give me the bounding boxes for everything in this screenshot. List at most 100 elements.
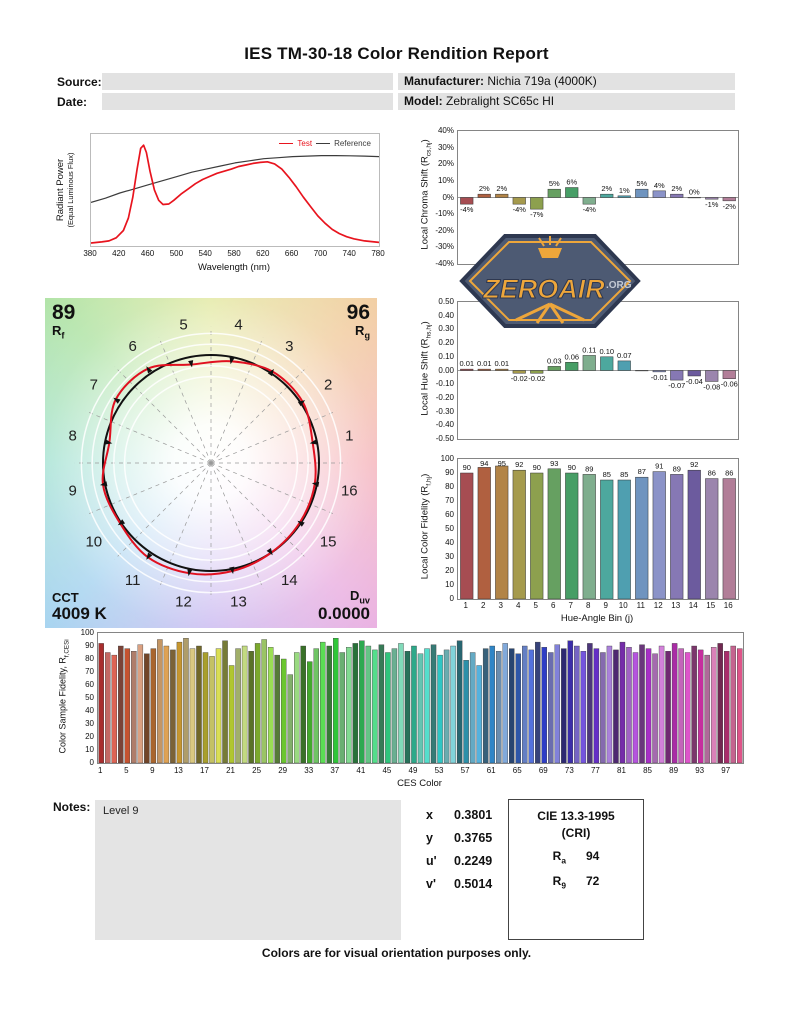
bar-value-label: 0.10 xyxy=(599,347,614,356)
bar-59 xyxy=(476,665,482,763)
bar-value-label: 0% xyxy=(689,188,700,197)
v-prime-value: 0.5014 xyxy=(454,877,493,891)
notes-label: Notes: xyxy=(53,800,91,814)
bar-13 xyxy=(670,193,684,198)
legend-reference-line xyxy=(316,143,331,144)
bar-15 xyxy=(705,478,719,599)
bar-83 xyxy=(632,652,639,763)
spd-ylabel-line2: (Equal Luminous Flux) xyxy=(66,152,75,228)
u-prime-value: 0.2249 xyxy=(454,854,493,868)
bar-14 xyxy=(687,370,701,377)
bar-43 xyxy=(372,649,378,763)
bar-value-label: 91 xyxy=(655,462,663,471)
bar-value-label: 90 xyxy=(533,463,541,472)
y-tick-label: 60 xyxy=(445,510,454,519)
bar-value-label: 5% xyxy=(636,179,647,188)
notes-field[interactable]: Level 9 xyxy=(95,800,401,940)
fidelity-x-axis-label: Hue-Angle Bin (j) xyxy=(560,613,634,624)
zeroair-wordmark: ZEROAIR xyxy=(482,274,605,304)
bar-26 xyxy=(261,639,267,763)
ces-x-tick: 33 xyxy=(304,766,314,775)
bar-96 xyxy=(717,643,723,763)
cvg-bin-number: 3 xyxy=(285,338,293,355)
y-tick-label: 70 xyxy=(445,496,454,505)
cri-row-r9: R9 72 xyxy=(509,874,643,890)
x-label: x xyxy=(426,808,433,822)
manufacturer-field[interactable]: Manufacturer: Nichia 719a (4000K) xyxy=(398,73,735,90)
bar-51 xyxy=(424,648,430,763)
ces-x-axis-label: CES Color xyxy=(397,778,442,789)
source-label: Source: xyxy=(57,75,102,89)
bar-30 xyxy=(287,674,293,763)
bar-6 xyxy=(547,188,561,198)
y-tick-label: 10 xyxy=(85,745,94,754)
cvg-bin-number: 12 xyxy=(175,593,192,610)
cvg-bin-number: 2 xyxy=(324,377,332,394)
bar-value-label: 2% xyxy=(479,184,490,193)
cri-subtitle: (CRI) xyxy=(561,826,591,840)
y-value: 0.3765 xyxy=(454,831,493,845)
rf-label-sub: f xyxy=(61,330,65,341)
bar-value-label: 86 xyxy=(708,469,716,478)
bin-x-tick: 7 xyxy=(568,601,573,610)
bar-72 xyxy=(561,648,567,763)
bar-11 xyxy=(635,188,649,198)
bar-9 xyxy=(600,356,614,371)
bar-39 xyxy=(346,647,352,763)
ces-x-tick: 89 xyxy=(669,766,679,775)
bar-20 xyxy=(222,640,228,763)
bar-1 xyxy=(460,472,474,599)
source-field[interactable] xyxy=(102,73,393,90)
bar-13 xyxy=(176,641,183,763)
model-value: Zebralight SC65c HI xyxy=(446,94,555,108)
bar-78 xyxy=(600,652,606,763)
bar-32 xyxy=(300,645,306,763)
bar-28 xyxy=(274,654,280,763)
y-tick-label: 30 xyxy=(85,719,94,728)
bar-value-label: 0.06 xyxy=(564,352,579,361)
cvg-spoke xyxy=(210,462,337,516)
lamp-ray-right xyxy=(555,237,562,247)
lamp-ray-left xyxy=(538,237,545,247)
duv-readout: Duv 0.0000 xyxy=(318,588,370,624)
bar-8 xyxy=(582,355,596,371)
cvg-spoke xyxy=(210,410,337,464)
bar-4 xyxy=(512,469,526,599)
bar-73 xyxy=(567,640,574,763)
bar-5 xyxy=(530,197,544,210)
bar-value-label: 4% xyxy=(654,181,665,190)
duv-label-sub: uv xyxy=(359,595,370,606)
bar-10 xyxy=(157,639,163,763)
zeroair-watermark: ZEROAIR .ORG xyxy=(450,226,650,336)
model-label: Model: xyxy=(404,94,443,108)
bar-value-label: 92 xyxy=(690,460,698,469)
bar-3 xyxy=(495,465,509,599)
bar-55 xyxy=(450,645,456,763)
spd-x-tick: 580 xyxy=(227,249,241,258)
model-field[interactable]: Model: Zebralight SC65c HI xyxy=(398,93,735,110)
cvg-shift-arrow xyxy=(146,366,153,374)
bar-value-label: -0.01 xyxy=(651,373,668,382)
cvg-bin-number: 11 xyxy=(125,572,141,589)
y-tick-label: 0 xyxy=(89,758,94,767)
manufacturer-label: Manufacturer: xyxy=(404,74,485,88)
bar-76 xyxy=(587,643,593,763)
cvg-test-curve xyxy=(101,360,317,576)
bar-value-label: 2% xyxy=(496,184,507,193)
date-field[interactable] xyxy=(102,93,393,110)
bar-31 xyxy=(293,652,300,763)
bar-82 xyxy=(626,647,632,763)
rg-value: 96 xyxy=(346,301,370,324)
ces-x-tick: 77 xyxy=(590,766,600,775)
bar-19 xyxy=(215,648,222,763)
cvg-spoke xyxy=(210,462,264,589)
bar-70 xyxy=(548,652,554,763)
bar-65 xyxy=(515,653,521,763)
bar-value-label: 89 xyxy=(585,464,593,473)
bar-7 xyxy=(137,644,144,763)
bar-84 xyxy=(639,644,645,763)
ces-x-tick: 37 xyxy=(330,766,340,775)
bar-value-label: 89 xyxy=(673,464,681,473)
y-tick-label: 30 xyxy=(445,552,454,561)
